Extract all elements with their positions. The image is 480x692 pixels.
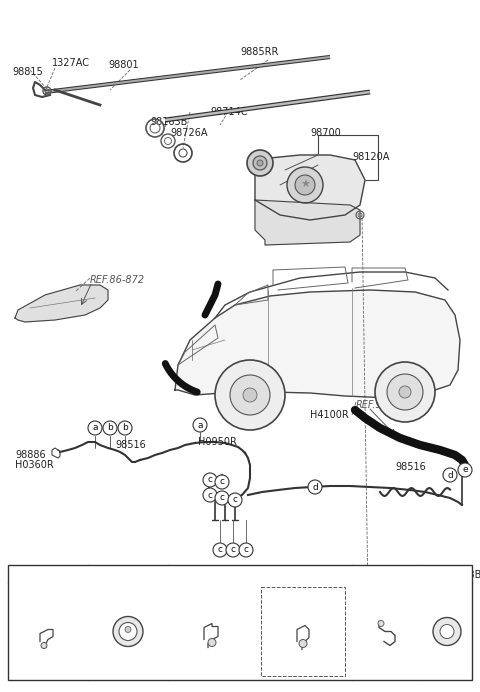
Circle shape [458,463,472,477]
Text: ★: ★ [300,180,310,190]
Text: 98886: 98886 [15,450,46,460]
Text: a: a [17,570,23,579]
Text: 98120A: 98120A [352,152,389,162]
Text: c: c [217,545,223,554]
Bar [318,135,378,180]
Circle shape [88,421,102,435]
Text: REF.86-872: REF.86-872 [90,275,145,285]
Circle shape [203,488,217,502]
Text: a: a [197,421,203,430]
Circle shape [230,375,270,415]
Text: 98516: 98516 [115,440,146,450]
Circle shape [215,360,285,430]
Polygon shape [175,290,460,398]
Circle shape [41,642,47,648]
Text: a: a [92,424,98,432]
Text: 81199: 81199 [30,570,60,580]
Text: 97684C: 97684C [265,578,302,588]
Circle shape [358,568,370,580]
Circle shape [228,493,242,507]
Polygon shape [255,200,360,245]
Circle shape [226,543,240,557]
Text: 1327AC: 1327AC [52,58,90,68]
Text: 98893B: 98893B [444,570,480,580]
Text: 98516: 98516 [395,462,426,472]
Bar [8,565,472,680]
Text: b: b [107,424,113,432]
Circle shape [239,543,253,557]
Circle shape [253,156,267,170]
Text: 98726A: 98726A [170,128,207,138]
Circle shape [387,374,423,410]
Circle shape [14,568,26,580]
Text: c: c [219,493,225,502]
Circle shape [287,167,323,203]
Circle shape [208,639,216,646]
Text: 98940C: 98940C [110,570,147,580]
Text: d: d [447,471,453,480]
Text: 98700: 98700 [310,128,341,138]
Polygon shape [255,155,365,220]
Circle shape [443,468,457,482]
Circle shape [295,175,315,195]
Circle shape [193,418,207,432]
Circle shape [440,624,454,639]
Circle shape [433,617,461,646]
Text: c: c [178,570,182,579]
Text: c: c [207,475,213,484]
Text: 9885RR: 9885RR [240,47,278,57]
Text: 98815: 98815 [12,67,43,77]
Text: H0360R: H0360R [15,460,54,470]
Circle shape [308,480,322,494]
Circle shape [247,150,273,176]
Text: b: b [122,424,128,432]
Circle shape [399,386,411,398]
Circle shape [243,388,257,402]
Text: REF.91-986: REF.91-986 [356,400,411,410]
Circle shape [113,617,143,646]
Text: b: b [97,570,103,579]
Text: 98801: 98801 [108,60,139,70]
Circle shape [174,568,186,580]
Text: e: e [462,466,468,475]
Polygon shape [15,285,108,322]
Circle shape [215,491,229,505]
Text: c: c [230,545,236,554]
Circle shape [125,626,131,632]
Text: c: c [219,477,225,486]
Circle shape [103,421,117,435]
Text: d: d [312,482,318,491]
Circle shape [94,568,106,580]
Text: 98714C: 98714C [210,107,248,117]
FancyBboxPatch shape [261,587,345,676]
Text: H0950R: H0950R [198,437,237,447]
Text: 98163B: 98163B [150,117,187,127]
Text: c: c [232,495,238,504]
Circle shape [203,473,217,487]
Circle shape [299,639,307,648]
Circle shape [428,568,440,580]
Circle shape [215,475,229,489]
Text: 98970: 98970 [173,570,204,580]
Circle shape [378,621,384,626]
Circle shape [375,362,435,422]
Text: c: c [243,545,249,554]
Text: d: d [361,570,367,579]
Circle shape [213,543,227,557]
Circle shape [118,421,132,435]
Circle shape [257,160,263,166]
Text: c: c [207,491,213,500]
Text: (-131216): (-131216) [261,570,309,580]
Text: e: e [432,570,437,579]
Circle shape [119,623,137,641]
Text: 98951: 98951 [374,570,405,580]
Text: H4100R: H4100R [310,410,349,420]
